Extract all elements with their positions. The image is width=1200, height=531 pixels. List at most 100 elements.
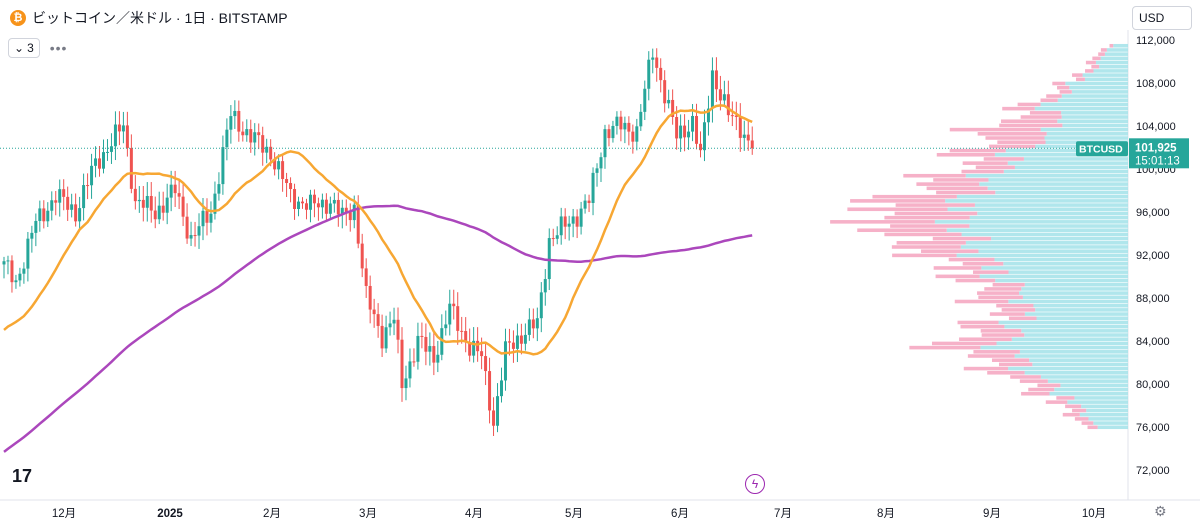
ellipsis-icon[interactable]: ••• (49, 40, 68, 56)
y-tick-label: 88,000 (1136, 293, 1170, 305)
bar-countdown: 15:01:13 (1135, 155, 1180, 167)
volume-profile-down-row (949, 127, 1041, 132)
volume-profile-down-row (890, 224, 970, 228)
candle-body (54, 200, 58, 203)
y-tick-label: 104,000 (1136, 121, 1176, 133)
ticker-tag (1076, 141, 1128, 157)
volume-profile-up-row (1081, 404, 1128, 409)
tradingview-logo-icon[interactable]: 17 (12, 466, 33, 486)
volume-profile-up-row (1008, 366, 1128, 371)
candle-body (293, 189, 297, 210)
volume-profile-up-row (1071, 90, 1128, 94)
volume-profile-down-row (955, 278, 996, 283)
lightning-icon[interactable]: ϟ (745, 474, 765, 494)
candle-body (424, 336, 428, 352)
volume-profile-down-row (1092, 56, 1101, 61)
candle-body (30, 232, 34, 239)
candle-body (659, 67, 663, 81)
x-tick-label: 4月 (465, 508, 483, 520)
volume-profile-down-row (984, 287, 1022, 291)
candle-body (746, 134, 750, 141)
candle-body (404, 378, 408, 389)
candle-body (332, 199, 336, 204)
candle-body (663, 80, 667, 104)
candle-body (687, 131, 691, 138)
candle-body (543, 279, 547, 293)
volume-profile-down-row (975, 165, 1015, 170)
candle-body (58, 189, 62, 203)
volume-profile-up-row (1007, 161, 1128, 165)
candle-body (575, 216, 579, 227)
candle-body (722, 94, 726, 101)
candle-body (348, 212, 352, 221)
candle-body (476, 340, 480, 352)
candle-body (165, 197, 169, 213)
candle-body (718, 89, 722, 101)
volume-profile-up-row (1035, 308, 1128, 312)
candle-body (519, 335, 523, 344)
candle-body (185, 216, 189, 239)
volume-profile-up-row (956, 253, 1128, 258)
volume-profile-down-row (957, 320, 999, 325)
volume-profile-up-row (1095, 60, 1128, 65)
candle-body (675, 116, 679, 139)
volume-profile-down-row (977, 132, 1047, 136)
candle-body (117, 124, 121, 132)
volume-profile-up-row (1046, 132, 1128, 136)
volume-profile-down-row (903, 173, 966, 178)
candle-body (324, 199, 328, 214)
volume-profile-up-row (1106, 48, 1128, 52)
volume-profile-up-row (998, 320, 1128, 325)
candle-body (145, 196, 149, 208)
volume-profile-up-row (1088, 417, 1128, 421)
candle-body (281, 161, 285, 180)
candle-body (376, 314, 380, 326)
y-tick-label: 108,000 (1136, 78, 1176, 90)
volume-profile-down-row (896, 241, 966, 245)
indicators-collapse-button[interactable]: ⌄ 3 (8, 38, 40, 58)
candle-body (503, 341, 507, 381)
candle-body (372, 309, 376, 315)
volume-profile-up-row (1054, 387, 1128, 392)
candle-body (667, 99, 671, 104)
candle-body (492, 410, 496, 426)
candle-body (400, 339, 404, 389)
candle-body (304, 203, 308, 210)
volume-profile-down-row (1056, 396, 1075, 400)
candle-body (133, 188, 137, 202)
volume-profile-down-row (1046, 94, 1062, 98)
candle-body (109, 146, 113, 152)
volume-profile-down-row (895, 203, 975, 207)
currency-selector[interactable]: USD (1132, 6, 1192, 30)
candle-body (750, 140, 754, 149)
candle-body (78, 208, 82, 222)
volume-profile-down-row (1091, 64, 1100, 69)
volume-profile-down-row (960, 324, 1005, 329)
x-tick-label: 2025 (157, 508, 183, 520)
candle-body (742, 134, 746, 138)
volume-profile (830, 43, 1128, 430)
volume-profile-up-row (1086, 408, 1128, 413)
volume-profile-down-row (931, 341, 997, 346)
volume-profile-down-row (1057, 85, 1070, 90)
candle-body (356, 204, 360, 244)
candle-body (301, 201, 304, 204)
candle-body (336, 199, 340, 215)
settings-icon[interactable]: ⚙ (1154, 503, 1167, 519)
volume-profile-down-row (857, 228, 947, 233)
candle-body (456, 306, 460, 331)
volume-profile-up-row (978, 249, 1128, 253)
candle-body (555, 235, 559, 239)
candle-body (507, 341, 511, 343)
candle-body (691, 115, 695, 132)
candle-body (261, 135, 265, 153)
symbol-header[interactable]: ₿ ビットコイン／米ドル · 1日 · BITSTAMP (10, 8, 288, 28)
candle-body (714, 70, 718, 90)
candle-body (547, 238, 551, 280)
volume-profile-up-row (1005, 148, 1128, 153)
volume-profile-down-row (1100, 48, 1107, 52)
volume-profile-down-row (1072, 73, 1083, 77)
volume-profile-down-row (1052, 81, 1066, 86)
